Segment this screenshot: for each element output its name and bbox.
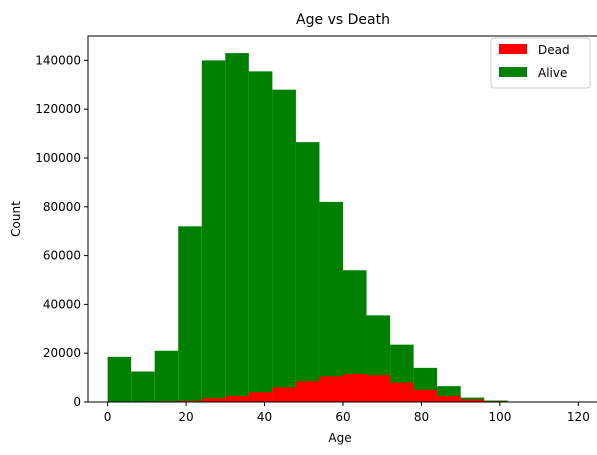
bar-dead-14 bbox=[437, 395, 461, 402]
bar-dead-13 bbox=[413, 389, 438, 402]
y-tick-label: 0 bbox=[73, 395, 81, 409]
bar-dead-10 bbox=[343, 373, 367, 402]
bar-alive-3 bbox=[178, 226, 202, 402]
y-tick-label: 120000 bbox=[35, 102, 81, 116]
bar-alive-9 bbox=[319, 201, 343, 402]
x-tick-label: 80 bbox=[414, 410, 429, 424]
bar-dead-4 bbox=[201, 398, 226, 402]
legend-label-dead: Dead bbox=[538, 43, 570, 57]
y-tick-label: 20000 bbox=[43, 346, 81, 360]
y-tick-label: 80000 bbox=[43, 200, 81, 214]
x-axis-ticks: 0 20 40 60 80 100 120 bbox=[104, 402, 590, 424]
bar-dead-7 bbox=[272, 387, 296, 402]
chart-title: Age vs Death bbox=[296, 12, 390, 28]
y-tick-label: 140000 bbox=[35, 53, 81, 67]
legend-label-alive: Alive bbox=[538, 66, 567, 80]
bar-alive-5 bbox=[225, 53, 249, 403]
x-axis-label: Age bbox=[328, 431, 351, 445]
bar-dead-3 bbox=[178, 400, 202, 402]
bar-dead-11 bbox=[366, 375, 391, 402]
bar-dead-9 bbox=[319, 376, 343, 402]
y-axis-ticks: 0 20000 40000 60000 80000 100000 120000 140000 bbox=[35, 53, 88, 409]
bar-alive-6 bbox=[248, 71, 273, 402]
x-tick-label: 60 bbox=[335, 410, 350, 424]
bar-dead-12 bbox=[390, 382, 414, 402]
x-tick-label: 100 bbox=[488, 410, 511, 424]
y-tick-label: 60000 bbox=[43, 249, 81, 263]
bar-alive-1 bbox=[131, 371, 155, 402]
legend-swatch-dead bbox=[499, 44, 527, 54]
bar-dead-5 bbox=[225, 395, 249, 402]
y-axis-label: Count bbox=[9, 201, 23, 237]
legend: Dead Alive bbox=[490, 37, 591, 89]
y-tick-label: 40000 bbox=[43, 297, 81, 311]
x-tick-label: 0 bbox=[104, 410, 112, 424]
bar-alive-2 bbox=[154, 350, 179, 402]
y-tick-label: 100000 bbox=[35, 151, 81, 165]
bar-alive-4 bbox=[201, 60, 226, 403]
bar-alive-10 bbox=[343, 270, 367, 402]
legend-swatch-alive bbox=[499, 67, 527, 77]
bar-dead-8 bbox=[295, 381, 320, 402]
bar-alive-8 bbox=[295, 142, 320, 402]
bar-dead-15 bbox=[460, 399, 485, 402]
x-tick-label: 120 bbox=[567, 410, 590, 424]
x-tick-label: 20 bbox=[178, 410, 193, 424]
x-tick-label: 40 bbox=[257, 410, 272, 424]
bar-alive-7 bbox=[272, 89, 296, 403]
bar-alive-0 bbox=[107, 356, 132, 402]
bars-layer bbox=[107, 53, 508, 403]
bar-dead-6 bbox=[248, 392, 273, 402]
